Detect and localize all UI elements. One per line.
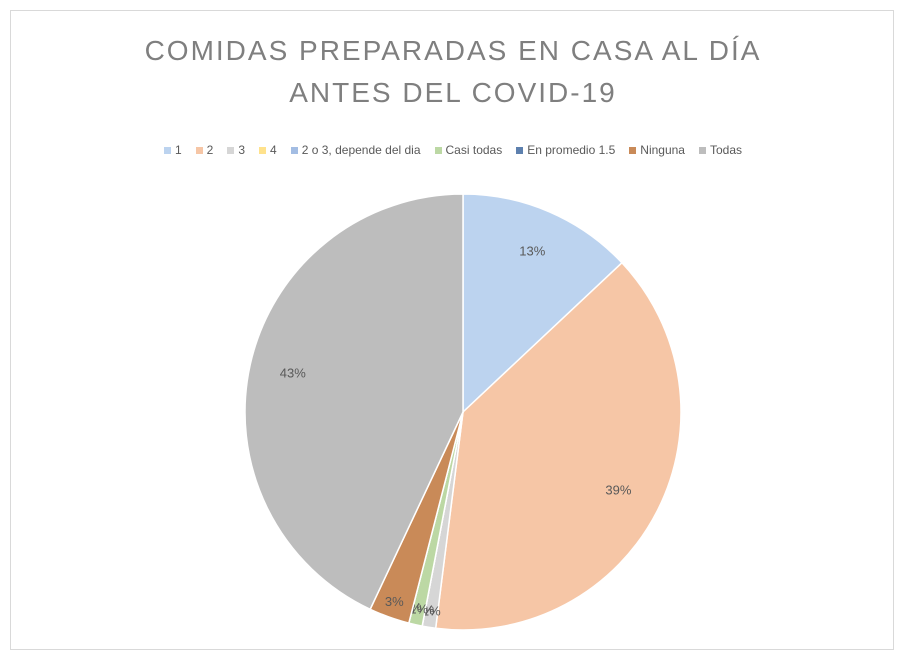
legend-label: 4 [270, 143, 277, 157]
legend-item: 4 [259, 143, 277, 157]
legend-item: 2 o 3, depende del dia [290, 143, 421, 157]
legend-swatch [227, 146, 235, 154]
legend-label: En promedio 1.5 [527, 143, 616, 157]
pie-slice [244, 193, 464, 611]
legend-swatch [629, 146, 637, 154]
legend-swatch [516, 146, 524, 154]
legend-swatch [259, 146, 267, 154]
legend-item: Ninguna [629, 143, 685, 157]
legend: 1 2 3 4 2 o 3, depende del dia Casi todas En p… [0, 143, 906, 157]
data-label: 1% [422, 604, 441, 619]
chart-title: COMIDAS PREPARADAS EN CASA AL DÍA ANTES … [144, 35, 762, 108]
legend-swatch [434, 146, 442, 154]
legend-item: Todas [698, 143, 743, 157]
legend-item: 1 [163, 143, 182, 157]
data-label: 43% [280, 365, 306, 380]
legend-label: Ninguna [640, 143, 685, 157]
legend-swatch [698, 146, 706, 154]
legend-swatch [195, 146, 203, 154]
legend-label: 2 [206, 143, 214, 157]
legend-item: 3 [227, 143, 245, 157]
data-label: 13% [519, 243, 545, 258]
chart-frame [10, 10, 894, 650]
legend-swatch [290, 146, 298, 154]
legend-item: Casi todas [434, 143, 503, 157]
legend-item: En promedio 1.5 [516, 143, 615, 157]
legend-label: 1 [174, 143, 182, 157]
legend-label: Casi todas [445, 143, 503, 157]
data-label: 3% [385, 594, 404, 609]
legend-swatch [163, 146, 171, 154]
pie-slice [434, 261, 682, 631]
legend-item: 2 [195, 143, 214, 157]
legend-label: Todas [709, 143, 743, 157]
pie-slice [462, 193, 623, 414]
legend-label: 2 o 3, depende del dia [301, 143, 421, 157]
legend-label: 3 [238, 143, 246, 157]
data-label: 39% [605, 483, 631, 498]
